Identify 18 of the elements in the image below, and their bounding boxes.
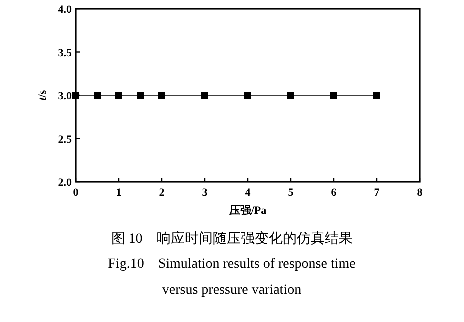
x-tick-label: 3 xyxy=(202,187,208,199)
x-tick-label: 1 xyxy=(116,187,122,199)
y-tick-label: 4.0 xyxy=(58,4,72,16)
caption: 图 10 响应时间随压强变化的仿真结果 xyxy=(111,231,353,247)
y-axis-title: t/s xyxy=(37,90,49,101)
x-tick-label: 7 xyxy=(374,187,380,199)
caption: Fig.10 Simulation results of response time versus pressure variation xyxy=(108,257,356,298)
x-tick-label: 5 xyxy=(288,187,294,199)
x-axis-title: 压强/Pa xyxy=(228,205,268,217)
y-tick-label: 3.5 xyxy=(58,47,72,60)
x-tick-label: 8 xyxy=(417,187,424,199)
y-tick-label: 2.5 xyxy=(58,134,72,146)
x-tick-label: 6 xyxy=(331,187,338,199)
y-tick-label: 2.0 xyxy=(58,177,72,189)
x-tick-label: 0 xyxy=(73,187,80,199)
x-tick-label: 2 xyxy=(159,187,166,199)
y-tick-label: 3.0 xyxy=(58,90,72,102)
x-tick-label: 4 xyxy=(245,187,252,199)
